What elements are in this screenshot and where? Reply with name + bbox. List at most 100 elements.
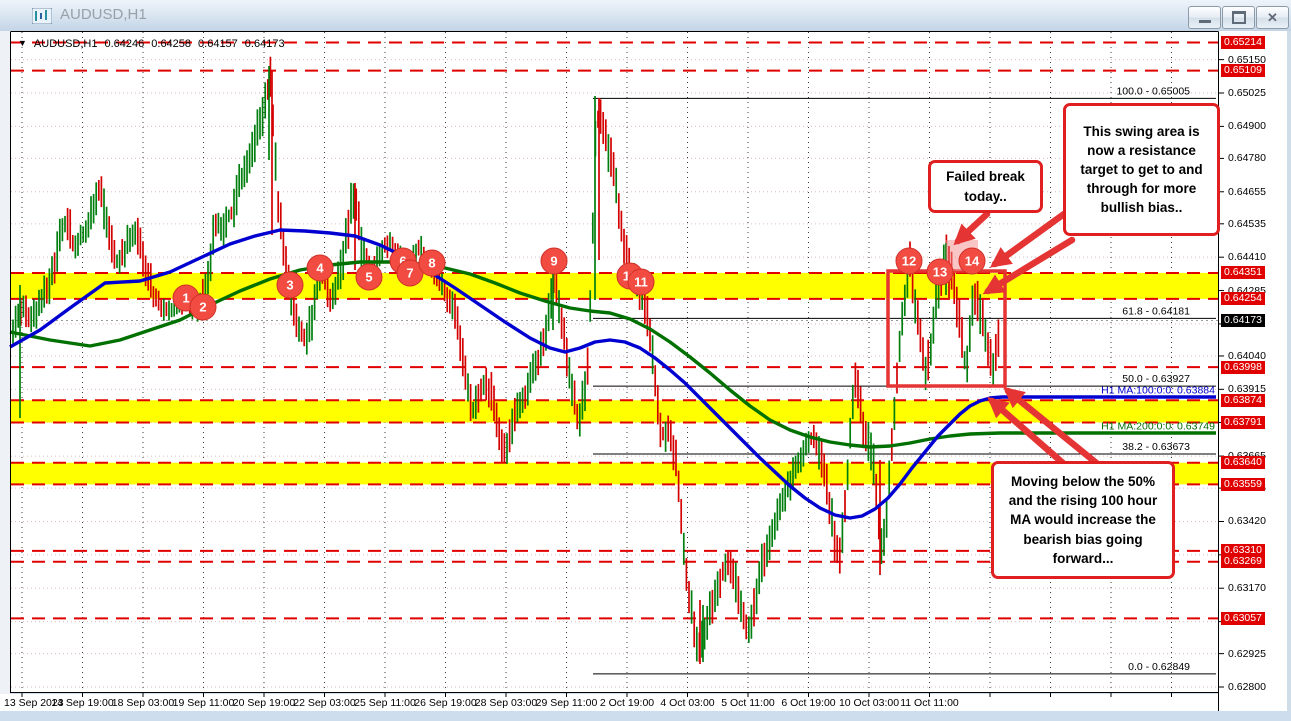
swing-area-bands: [11, 272, 1218, 485]
price-label: 0.64535: [1228, 217, 1266, 230]
ma-label-ma100: H1 MA:100:0:0: 0.63884: [1101, 385, 1215, 397]
time-label: 5 Oct 11:00: [721, 697, 775, 709]
svg-text:3: 3: [286, 278, 293, 293]
price-level-tag: 0.63791: [1221, 415, 1265, 429]
svg-text:8: 8: [428, 256, 435, 271]
price-label: 0.64900: [1228, 120, 1266, 133]
annotation-resistance-text: This swing area is now a resistance targ…: [1080, 123, 1203, 216]
ma-line-ma200: [9, 260, 1216, 449]
price-level-tag: 0.63310: [1221, 544, 1265, 558]
fibonacci-levels: 100.0 - 0.65005 61.8 - 0.64181 50.0 - 0.63…: [593, 85, 1216, 675]
marker-circle-14[interactable]: 14: [958, 247, 986, 275]
vertical-gridlines: [21, 32, 1172, 692]
fib-label-0.0: 0.0 - 0.62849: [1128, 661, 1190, 673]
svg-text:14: 14: [965, 254, 980, 269]
time-label: 14 Sep 19:00: [51, 697, 114, 709]
window-title: AUDUSD,H1: [60, 6, 147, 23]
dropdown-arrow-icon[interactable]: ▼: [18, 38, 27, 48]
price-label: 0.64655: [1228, 185, 1266, 198]
time-label: 28 Sep 03:00: [474, 697, 538, 709]
price-level-tag: 0.63640: [1221, 456, 1265, 470]
time-label: 11 Oct 11:00: [900, 697, 959, 709]
restore-button[interactable]: [1222, 6, 1255, 29]
price-label: 0.62800: [1228, 681, 1266, 693]
fib-label-50.0: 50.0 - 0.63927: [1122, 373, 1190, 385]
fib-label-61.8: 61.8 - 0.64181: [1122, 305, 1190, 317]
title-bar[interactable]: AUDUSD,H1 ✕: [0, 0, 1291, 32]
price-label: 0.62925: [1228, 647, 1266, 660]
time-label: 6 Oct 19:00: [781, 697, 836, 709]
horizontal-gridlines: [11, 59, 1218, 688]
marker-circle-3[interactable]: 3: [276, 271, 304, 299]
price-level-tag: 0.65109: [1221, 64, 1265, 78]
svg-text:9: 9: [550, 254, 557, 269]
restore-icon: [1231, 11, 1246, 24]
time-label: 26 Sep 19:00: [414, 697, 477, 709]
price-level-tag: 0.63269: [1221, 555, 1265, 569]
svg-text:7: 7: [406, 266, 413, 281]
price-label: 0.65025: [1228, 87, 1266, 99]
marker-circle-5[interactable]: 5: [355, 263, 383, 291]
price-level-tag: 0.64351: [1221, 266, 1265, 280]
annotation-resistance-target[interactable]: This swing area is now a resistance targ…: [1063, 103, 1220, 236]
header-high: 0.64258: [151, 38, 192, 50]
svg-text:2: 2: [199, 300, 206, 315]
time-label: 20 Sep 19:00: [232, 697, 296, 709]
annotation-bearish-bias[interactable]: Moving below the 50% and the rising 100 …: [991, 461, 1175, 579]
marker-circle-2[interactable]: 2: [189, 293, 217, 321]
price-label: 0.64410: [1228, 251, 1266, 264]
time-label: 10 Oct 03:00: [838, 697, 900, 709]
time-label: 13 Sep 2023: [4, 697, 64, 709]
marker-circle-12[interactable]: 12: [895, 247, 923, 275]
svg-text:6: 6: [399, 254, 406, 269]
fib-label-38.2: 38.2 - 0.63673: [1122, 441, 1190, 453]
price-level-tag: 0.63057: [1221, 611, 1265, 625]
time-label: 29 Sep 11:00: [535, 697, 598, 709]
minimize-button[interactable]: [1188, 6, 1221, 29]
number-markers[interactable]: 1234567891011121314: [172, 247, 986, 321]
price-label: 0.64780: [1228, 152, 1266, 165]
time-label: 19 Sep 11:00: [172, 697, 235, 709]
header-symbol: AUDUSD,H1: [33, 38, 98, 50]
svg-text:13: 13: [933, 265, 947, 280]
svg-text:11: 11: [634, 275, 648, 290]
price-label: 0.65150: [1228, 53, 1266, 66]
chart-icon: [32, 8, 52, 24]
marker-circle-11[interactable]: 11: [627, 268, 655, 296]
fib-label-100.0: 100.0 - 0.65005: [1116, 85, 1190, 97]
left-frame: [0, 31, 10, 721]
annotation-arrows: [953, 210, 1109, 482]
time-label: 18 Sep 03:00: [111, 697, 175, 709]
time-label: 2 Oct 19:00: [599, 697, 655, 709]
annotation-bearish-text: Moving below the 50% and the rising 100 …: [1008, 474, 1158, 566]
time-axis[interactable]: [0, 694, 1219, 711]
close-button[interactable]: ✕: [1256, 6, 1289, 29]
annotation-failed-break[interactable]: Failed break today..: [928, 160, 1043, 213]
header-low: 0.64157: [198, 38, 238, 50]
marker-circle-9[interactable]: 9: [540, 247, 568, 275]
time-label: 4 Oct 03:00: [660, 697, 715, 709]
svg-text:5: 5: [365, 270, 372, 285]
time-label: 22 Sep 03:00: [293, 697, 356, 709]
time-label: 25 Sep 11:00: [354, 697, 416, 709]
right-frame: [1287, 31, 1291, 721]
svg-text:4: 4: [316, 261, 324, 276]
marker-circle-13[interactable]: 13: [926, 258, 954, 286]
symbol-header: ▼ AUDUSD,H1 0.64246 0.64258 0.64157 0.64…: [18, 38, 285, 50]
price-level-tag: 0.63998: [1221, 360, 1265, 374]
marker-circle-4[interactable]: 4: [306, 254, 334, 282]
annotation-failed-break-text: Failed break today..: [946, 169, 1025, 204]
svg-text:12: 12: [902, 254, 916, 269]
price-level-tag: 0.64254: [1221, 292, 1265, 306]
bottom-frame: [0, 711, 1291, 721]
price-label: 0.63915: [1228, 383, 1266, 396]
ma-label-ma200: H1 MA:200:0:0: 0.63749: [1101, 421, 1215, 433]
marker-circle-8[interactable]: 8: [418, 249, 446, 277]
ma-line-ma100: [9, 228, 1216, 520]
minimize-icon: [1198, 20, 1211, 23]
current-price-tag: 0.64173: [1221, 313, 1265, 327]
price-level-tag: 0.63559: [1221, 477, 1265, 491]
close-icon: ✕: [1267, 10, 1278, 25]
